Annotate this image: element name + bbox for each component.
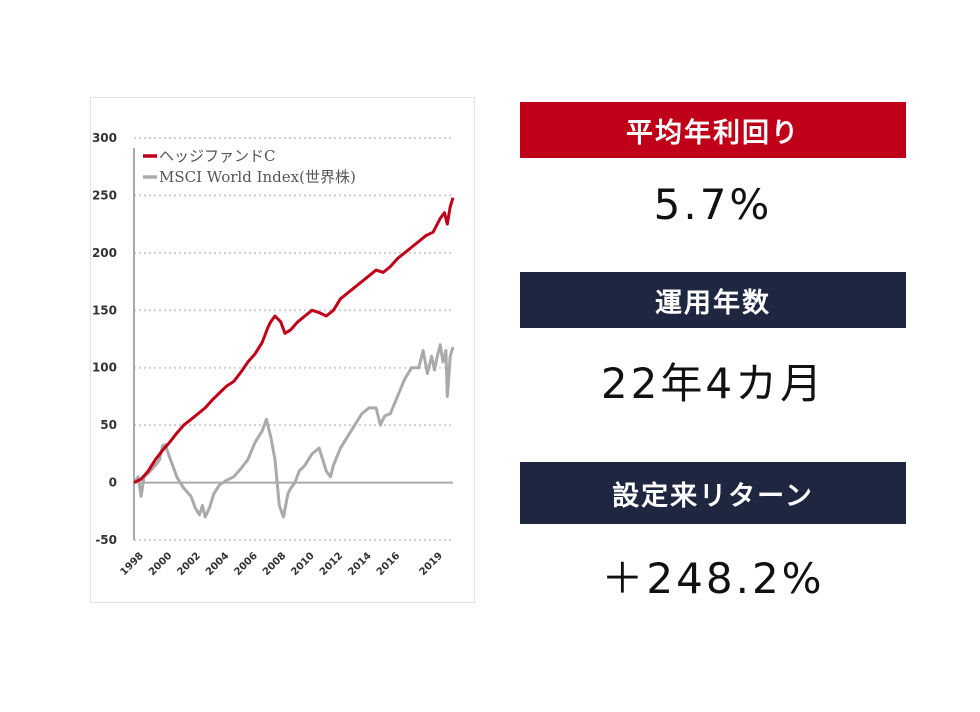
years-active-header: 運用年数 [520,272,906,328]
y-tick-label: 250 [92,188,117,202]
x-tick-label: 1998 [118,550,145,577]
y-axis-ticks: 300 250 200 150 100 50 0 -50 [92,131,117,547]
years-active-value: 22年4カ月 [600,359,826,408]
series-lines [132,197,455,519]
total-return-label: 設定来リターン [612,480,814,512]
grid-lines [133,137,453,541]
y-tick-label: 50 [100,418,117,432]
x-tick-label: 2000 [147,550,174,577]
x-tick-label: 2004 [204,550,231,577]
y-tick-label: 200 [92,246,117,260]
chart-panel: 300 250 200 150 100 50 0 -50 1998 2000 2002 2004 20… [90,97,475,603]
hedge-fund-series-line [133,197,455,484]
x-tick-label: 2019 [418,550,445,577]
total-return-value: ＋248.2% [601,554,825,603]
msci-series-line [132,343,455,519]
x-tick-label: 2002 [175,550,202,577]
y-tick-label: 100 [92,361,117,375]
y-tick-label: 300 [92,131,117,145]
x-tick-label: 2008 [261,550,288,577]
annual-return-value: 5.7% [653,180,773,229]
annual-return-label: 平均年利回り [626,117,800,149]
y-tick-label: -50 [95,533,117,547]
legend: ヘッジファンドC MSCI World Index(世界株) [143,147,356,186]
x-tick-label: 2010 [289,550,316,577]
x-tick-label: 2006 [232,550,259,577]
y-tick-label: 150 [92,303,117,317]
y-tick-label: 0 [109,476,117,490]
x-tick-label: 2012 [318,550,345,577]
legend-label: MSCI World Index(世界株) [159,168,356,186]
legend-label: ヘッジファンドC [159,147,275,165]
years-active-label: 運用年数 [655,287,771,319]
x-tick-label: 2014 [346,550,373,577]
x-tick-label: 2016 [375,550,402,577]
annual-return-header: 平均年利回り [520,102,906,158]
x-axis-ticks: 1998 2000 2002 2004 2006 2008 2010 2012 2014 2016… [118,550,445,577]
total-return-header: 設定来リターン [520,462,906,524]
